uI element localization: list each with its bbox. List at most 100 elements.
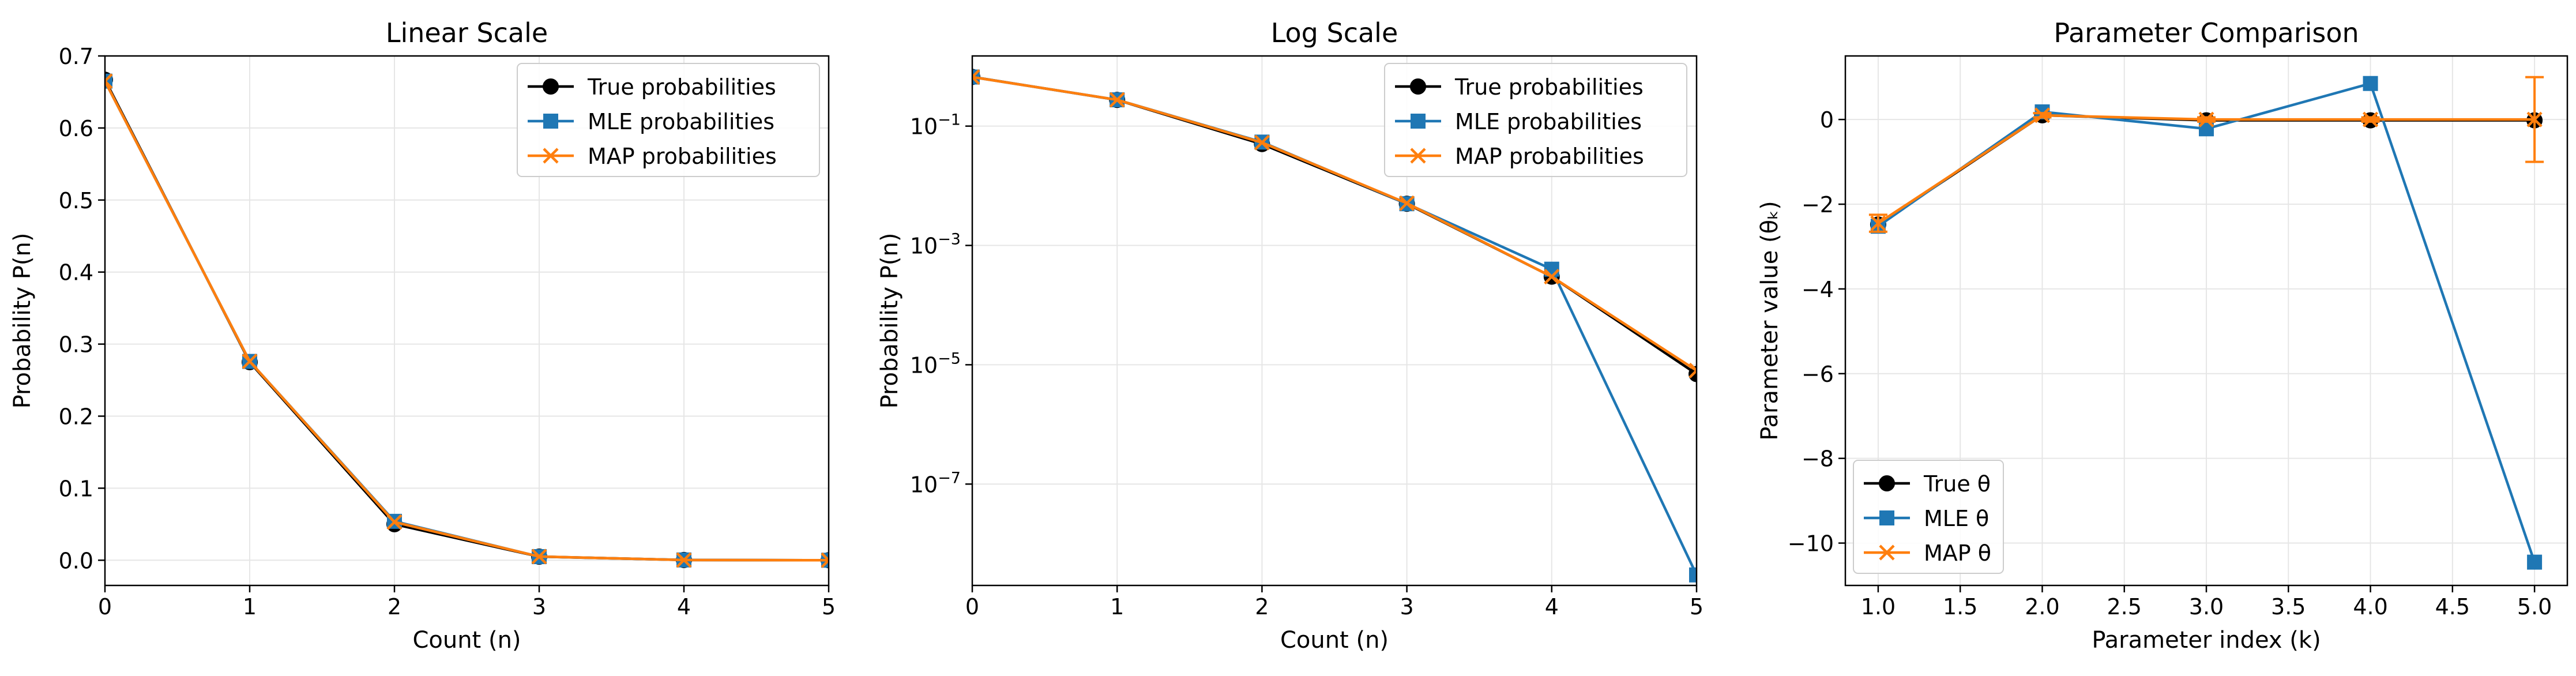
y-tick-label: −2: [1802, 192, 1834, 217]
y-tick-label: −4: [1802, 277, 1834, 302]
legend: True probabilities MLE probabilities MAP p…: [1384, 63, 1687, 177]
data-point: [386, 514, 403, 530]
data-point: [105, 73, 113, 89]
legend-label: MAP θ: [1924, 540, 1991, 566]
data-point: [531, 549, 547, 565]
x-tick-label: 4.5: [2435, 594, 2470, 619]
y-tick-label: 0.4: [59, 260, 93, 286]
y-tick-label: 0.6: [59, 116, 93, 141]
series-line: [972, 76, 1697, 372]
x-axis-label: Count (n): [412, 627, 521, 654]
legend-label: MLE probabilities: [1455, 109, 1642, 134]
plot-area: [972, 69, 1697, 583]
x-tick-label: 1.5: [1943, 594, 1977, 619]
x-tick-label: 3.5: [2271, 594, 2306, 619]
y-tick-label: −10: [1788, 531, 1834, 557]
y-tick-label: 10−7: [910, 469, 961, 497]
legend-item: True probabilities: [1395, 74, 1644, 100]
data-point: [2526, 111, 2543, 127]
legend-marker: [543, 148, 559, 164]
y-tick-label: 0.0: [59, 548, 93, 573]
data-point: [1544, 269, 1560, 285]
x-tick-label: 4: [1545, 594, 1559, 619]
legend-item: MLE θ: [1864, 506, 1989, 531]
chart-title: Linear Scale: [386, 17, 548, 48]
x-tick-label: 4.0: [2353, 594, 2387, 619]
y-tick-label: −8: [1802, 446, 1834, 472]
x-tick-label: 5: [1690, 594, 1703, 619]
legend-marker: [1879, 544, 1895, 561]
legend-item: True θ: [1864, 471, 1991, 497]
data-point: [2198, 111, 2214, 127]
axes-frame: [104, 55, 830, 587]
legend-frame: [1384, 63, 1687, 177]
y-tick-label: 0.7: [59, 44, 93, 69]
panel-1: 0 1 2 3 4 5 0.0 0.1 0.2 0.3 0.4 0.5 0.6 0.7 Linear Sca…: [9, 17, 836, 654]
legend: True probabilities MLE probabilities MAP p…: [517, 63, 820, 177]
y-tick-exponent: −3: [938, 231, 961, 249]
data-point: [1689, 567, 1697, 583]
panel-3: 1.0 1.5 2.0 2.5 3.0 3.5 4.0 4.5 5.0 0 −2 −4 −6 −8 −10 P…: [1757, 17, 2569, 654]
data-point: [2362, 111, 2379, 127]
legend-marker: [1410, 148, 1426, 164]
legend-label: MLE θ: [1924, 506, 1989, 531]
series-map-probabilities: [105, 73, 829, 568]
legend-frame: [517, 63, 820, 177]
series-line: [105, 80, 829, 562]
y-tick-label: 0.5: [59, 188, 93, 213]
x-axis-label: Parameter index (k): [2092, 627, 2321, 654]
legend-item: True probabilities: [528, 74, 776, 100]
legend-item: MLE probabilities: [528, 109, 774, 134]
y-tick-exponent: −5: [938, 350, 961, 367]
legend-item: MAP θ: [1864, 540, 1991, 566]
legend-label: MAP probabilities: [588, 144, 777, 169]
x-tick-label: 1.0: [1861, 594, 1896, 619]
data-point: [972, 69, 980, 85]
data-point: [2363, 76, 2378, 91]
data-point: [1254, 134, 1270, 151]
axes-frame: [971, 55, 1698, 587]
data-point: [676, 552, 692, 568]
y-tick-label: 10−5: [910, 350, 961, 378]
x-tick-label: 1: [1110, 594, 1124, 619]
chart-title: Parameter Comparison: [2054, 17, 2359, 48]
x-tick-label: 3.0: [2189, 594, 2224, 619]
x-tick-label: 3: [1400, 594, 1414, 619]
x-tick-label: 2.0: [2025, 594, 2059, 619]
legend-marker: [543, 114, 558, 129]
series-map: [1868, 76, 2544, 233]
y-tick-label: 0.1: [59, 476, 93, 501]
data-point: [1399, 195, 1415, 211]
y-tick-exponent: −7: [938, 469, 961, 487]
x-tick-label: 2: [388, 594, 401, 619]
legend-marker: [543, 78, 559, 95]
data-point: [821, 552, 829, 568]
legend-marker: [1879, 475, 1895, 491]
series-map-probabilities: [972, 69, 1697, 379]
legend-item: MAP probabilities: [1395, 144, 1644, 169]
x-tick-label: 1: [243, 594, 257, 619]
plot-area: [105, 72, 829, 569]
data-point: [1109, 92, 1125, 108]
legend-marker: [1411, 114, 1426, 129]
data-point: [2034, 107, 2051, 123]
y-tick-base: 10: [910, 114, 938, 140]
y-tick-label: 10−1: [910, 111, 961, 140]
legend-label: True θ: [1923, 471, 1991, 497]
y-axis-label: Probability P(n): [877, 233, 903, 409]
legend-item: MLE probabilities: [1395, 109, 1642, 134]
x-tick-label: 2.5: [2107, 594, 2142, 619]
data-point: [1870, 215, 1886, 231]
x-tick-label: 0: [98, 594, 112, 619]
legend: True θ MLE θ MAP θ: [1853, 460, 2004, 574]
x-tick-label: 5.0: [2517, 594, 2552, 619]
y-tick-label: 0: [1820, 107, 1834, 133]
legend-marker: [1410, 78, 1426, 95]
y-tick-label: 10−3: [910, 231, 961, 259]
y-tick-base: 10: [910, 472, 938, 497]
data-point: [1688, 362, 1697, 379]
legend-label: MAP probabilities: [1455, 144, 1644, 169]
